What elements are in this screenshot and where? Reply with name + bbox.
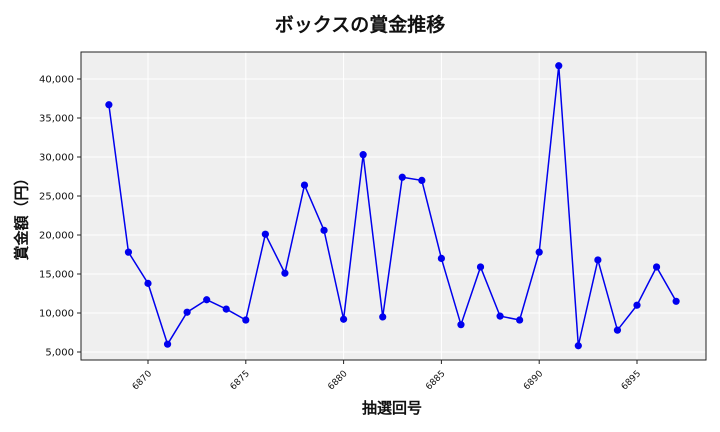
- y-tick-label: 40,000: [39, 75, 74, 86]
- data-point: [516, 316, 524, 324]
- data-point: [163, 340, 172, 348]
- data-point: [496, 312, 504, 320]
- data-point: [535, 248, 543, 256]
- x-tick-label: 6885: [424, 369, 447, 392]
- x-tick-label: 6890: [522, 369, 545, 392]
- y-tick-label: 30,000: [39, 153, 74, 164]
- data-point: [340, 315, 348, 323]
- data-point: [124, 248, 133, 256]
- data-point: [672, 297, 680, 305]
- data-point: [457, 321, 465, 329]
- data-point: [300, 181, 309, 189]
- data-point: [476, 263, 485, 271]
- plot-frame: [80, 51, 707, 361]
- data-point: [555, 62, 563, 70]
- data-point: [574, 342, 582, 350]
- data-point: [359, 151, 367, 159]
- data-point: [203, 296, 211, 304]
- x-tick-label: 6895: [620, 369, 643, 392]
- data-point: [437, 254, 445, 262]
- data-point: [418, 176, 426, 184]
- x-tick-label: 6880: [326, 369, 349, 392]
- series-line: [108, 65, 677, 346]
- y-tick-label: 20,000: [39, 231, 74, 242]
- chart-title: ボックスの賞金推移: [274, 14, 446, 36]
- data-point: [144, 279, 152, 287]
- data-point: [183, 308, 191, 316]
- y-tick-label: 25,000: [39, 192, 74, 203]
- data-point: [222, 305, 230, 313]
- x-tick-label: 6870: [131, 369, 154, 392]
- data-point: [652, 263, 661, 271]
- y-tick-label: 5,000: [45, 348, 74, 359]
- data-point: [379, 313, 387, 321]
- data-point: [320, 226, 328, 234]
- data-point: [613, 326, 622, 334]
- plot-area: [81, 52, 706, 360]
- data-point: [242, 316, 250, 324]
- y-tick-label: 10,000: [39, 309, 74, 320]
- data-point: [633, 301, 641, 309]
- y-tick-label: 15,000: [39, 270, 74, 281]
- x-axis-label: 抽選回号: [361, 399, 422, 417]
- data-point: [594, 256, 602, 264]
- data-point: [398, 173, 406, 181]
- data-point: [105, 101, 113, 109]
- data-point: [261, 230, 269, 238]
- y-tick-label: 35,000: [39, 114, 74, 125]
- data-point: [281, 269, 289, 277]
- x-tick-label: 6875: [229, 369, 252, 392]
